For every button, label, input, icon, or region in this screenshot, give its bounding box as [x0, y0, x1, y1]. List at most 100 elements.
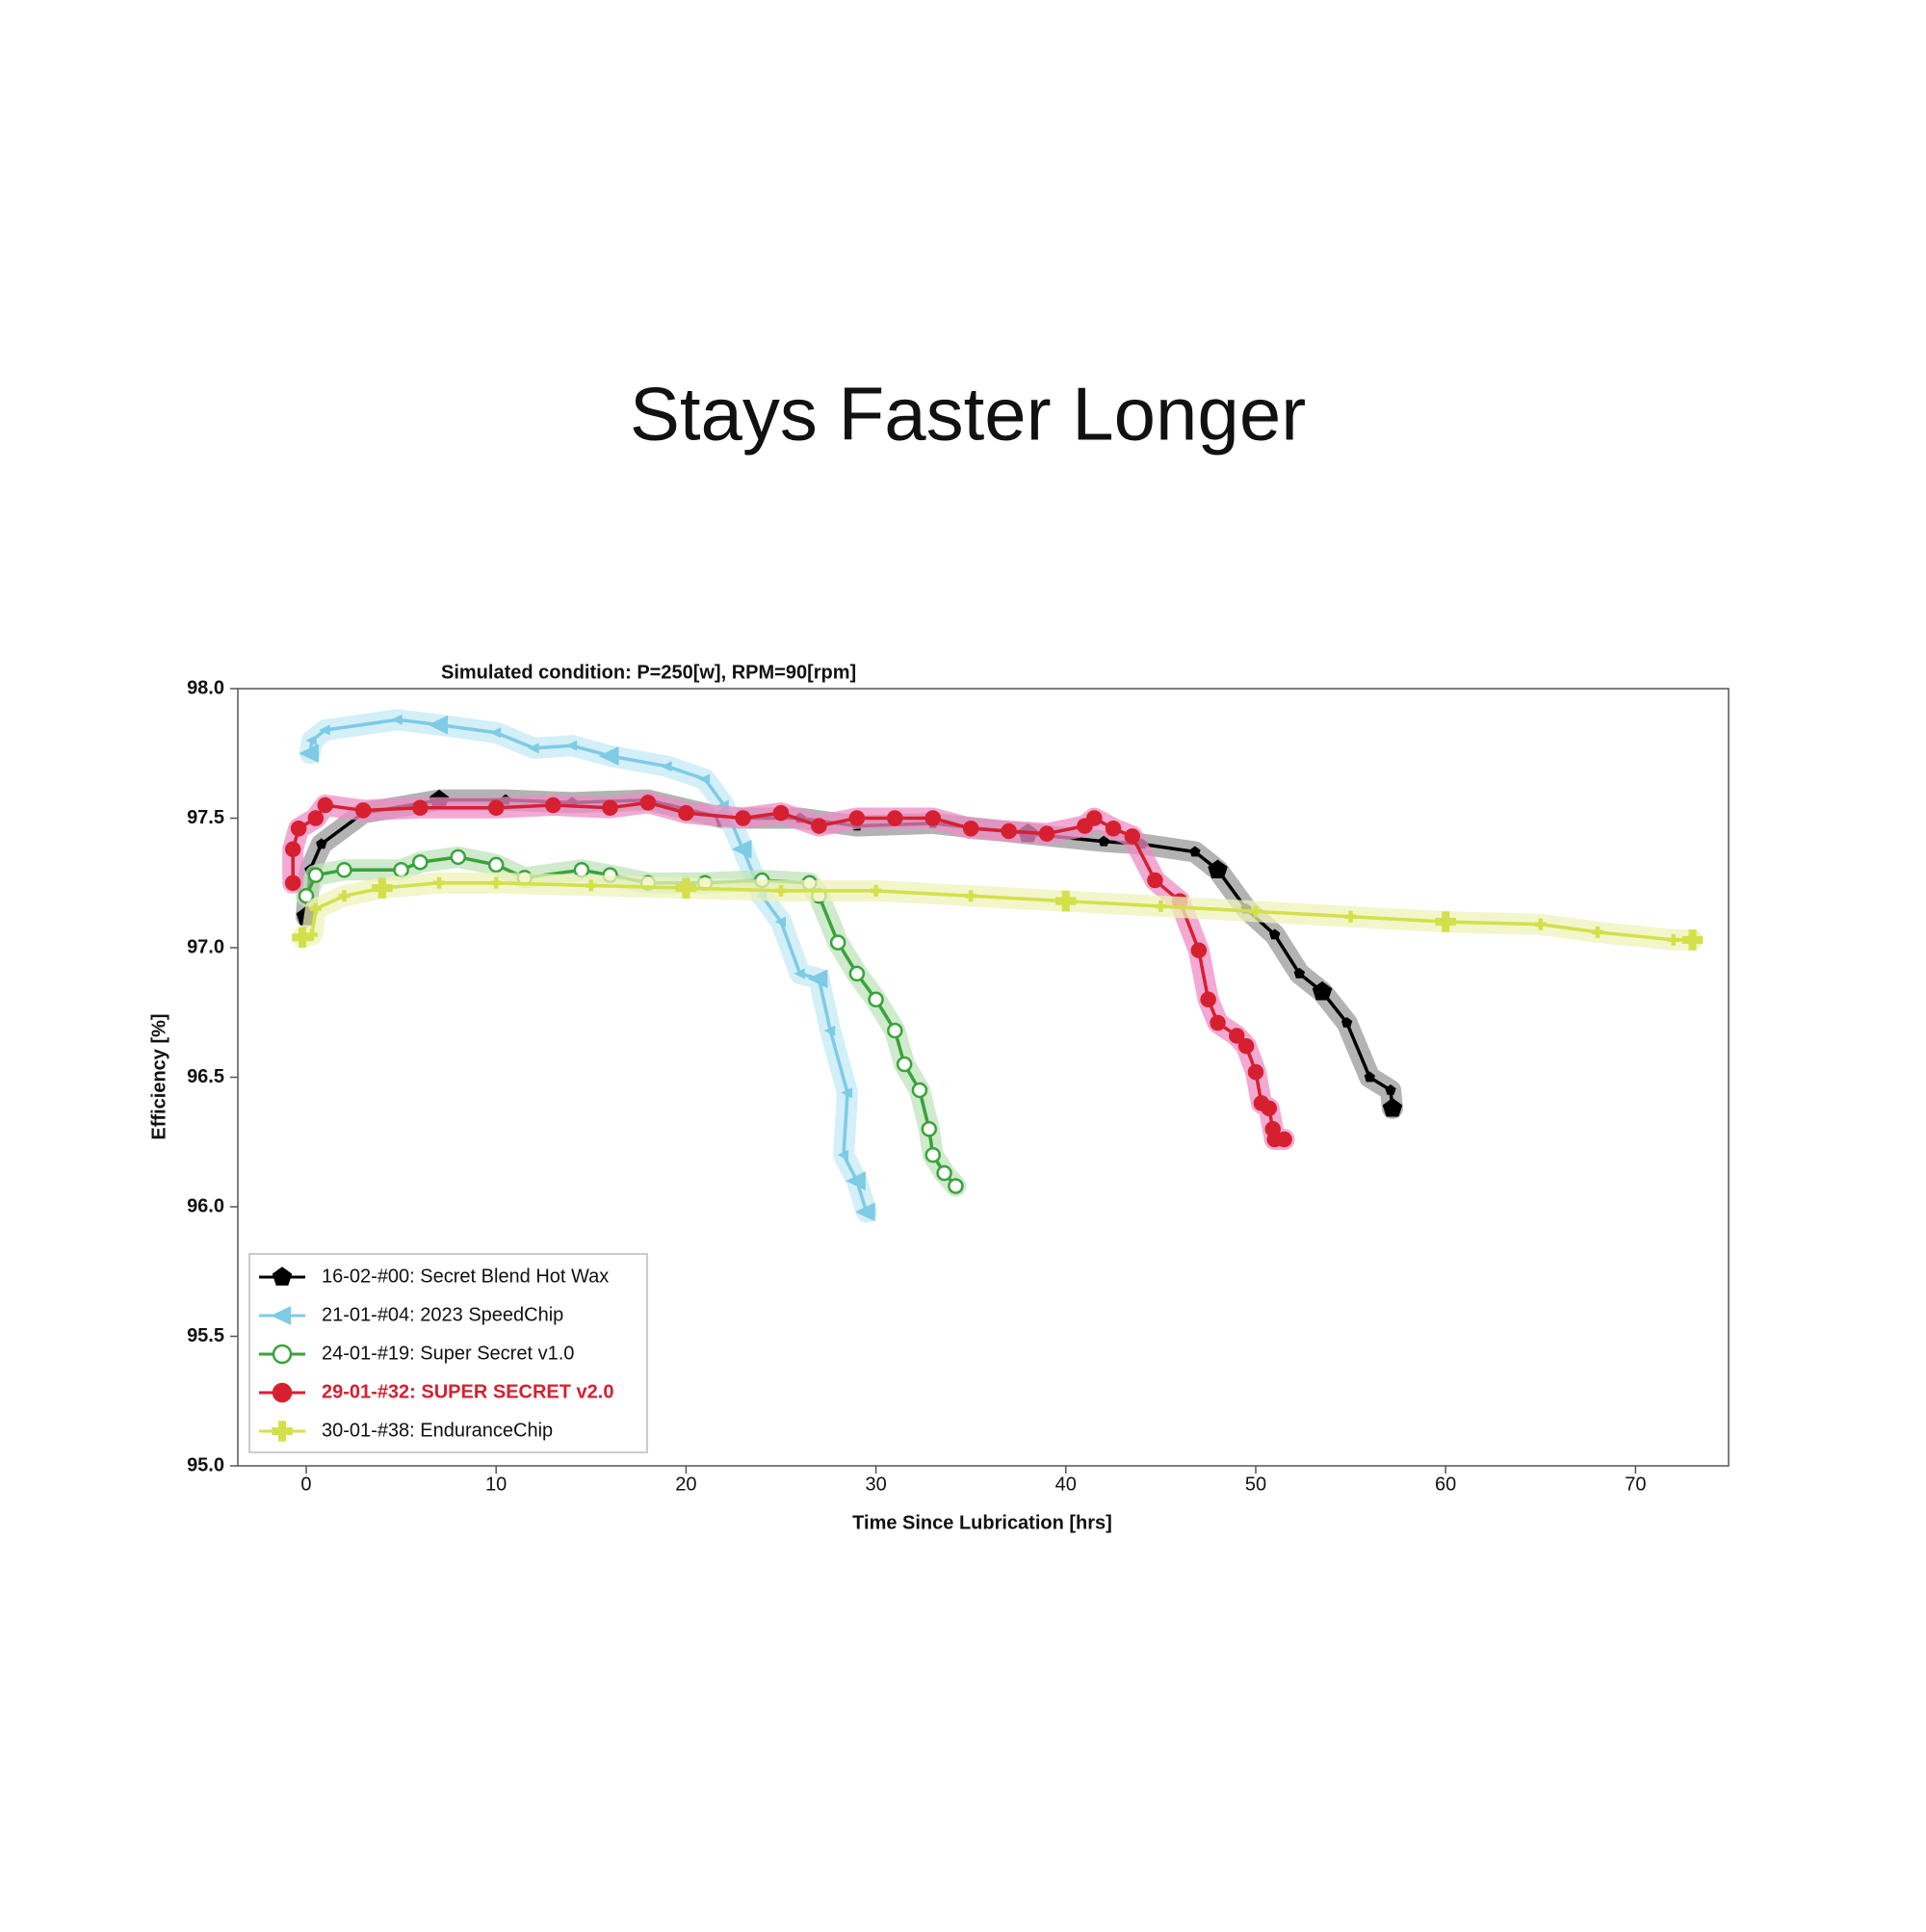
- x-tick-label: 40: [1055, 1474, 1077, 1495]
- x-tick-label: 30: [865, 1474, 886, 1495]
- marker: [1054, 890, 1077, 912]
- marker: [962, 821, 979, 837]
- marker: [1312, 980, 1333, 1001]
- marker: [698, 773, 711, 785]
- marker: [307, 867, 325, 883]
- marker: [829, 934, 846, 951]
- marker: [1385, 1083, 1396, 1095]
- marker: [354, 802, 372, 819]
- marker: [661, 761, 672, 772]
- marker: [841, 1087, 853, 1099]
- series: [299, 709, 877, 1223]
- marker: [284, 875, 301, 891]
- marker: [807, 969, 828, 989]
- marker: [433, 876, 446, 889]
- marker: [887, 810, 903, 826]
- marker: [1200, 991, 1216, 1008]
- y-tick-label: 96.0: [187, 1195, 224, 1216]
- legend-marker: [272, 1344, 293, 1365]
- marker: [1268, 928, 1281, 940]
- legend-label: 30-01-#38: EnduranceChip: [322, 1420, 553, 1441]
- legend-marker: [272, 1382, 293, 1403]
- x-axis-label: Time Since Lubrication [hrs]: [852, 1512, 1112, 1533]
- marker: [292, 927, 313, 949]
- x-tick-label: 70: [1625, 1474, 1646, 1495]
- y-tick-label: 97.0: [187, 936, 224, 957]
- marker: [1364, 1071, 1376, 1083]
- marker: [391, 714, 403, 725]
- marker: [1340, 1017, 1353, 1028]
- x-tick-label: 60: [1435, 1474, 1456, 1495]
- marker: [1189, 846, 1201, 857]
- marker: [1155, 900, 1167, 912]
- marker: [489, 727, 502, 739]
- marker: [675, 877, 697, 899]
- y-tick-label: 95.0: [187, 1454, 224, 1475]
- marker: [598, 746, 619, 766]
- chart-title: Stays Faster Longer: [630, 372, 1306, 457]
- y-tick-label: 96.5: [187, 1066, 224, 1087]
- legend-label: 24-01-#19: Super Secret v1.0: [322, 1343, 574, 1364]
- marker: [316, 838, 327, 849]
- marker: [896, 1056, 913, 1073]
- marker: [936, 1164, 952, 1182]
- marker: [305, 928, 318, 941]
- marker: [1293, 967, 1306, 979]
- marker: [1591, 926, 1603, 938]
- marker: [855, 1202, 875, 1222]
- marker: [948, 1178, 964, 1194]
- marker: [848, 965, 866, 982]
- x-tick-label: 50: [1245, 1474, 1266, 1495]
- marker: [887, 1022, 903, 1039]
- series-line: [304, 855, 957, 1188]
- series-line: [308, 718, 869, 1213]
- marker: [1435, 911, 1456, 932]
- marker: [545, 796, 561, 814]
- marker: [585, 879, 597, 892]
- series-glow: [295, 846, 967, 1197]
- marker: [487, 799, 505, 816]
- marker: [911, 1082, 928, 1099]
- legend-marker: [272, 1421, 293, 1442]
- marker: [811, 818, 827, 834]
- marker: [1276, 1131, 1292, 1148]
- marker: [412, 853, 429, 871]
- y-axis-label: Efficiency [%]: [148, 1013, 169, 1139]
- marker: [921, 1121, 938, 1137]
- series-glow: [292, 872, 1704, 951]
- marker: [870, 884, 882, 897]
- marker: [837, 1149, 849, 1161]
- marker: [428, 715, 449, 735]
- marker: [868, 991, 884, 1008]
- marker: [1208, 859, 1228, 879]
- series: [282, 792, 1295, 1151]
- marker: [1247, 1063, 1264, 1081]
- marker: [393, 862, 409, 878]
- marker: [490, 876, 503, 889]
- legend-label: 21-01-#04: 2023 SpeedChip: [322, 1304, 563, 1325]
- marker: [1534, 918, 1547, 930]
- x-tick-label: 10: [485, 1474, 507, 1495]
- marker: [305, 735, 317, 746]
- marker: [774, 884, 787, 897]
- marker: [1249, 905, 1262, 918]
- marker: [319, 724, 330, 736]
- marker: [924, 810, 941, 826]
- marker: [290, 821, 307, 837]
- marker: [412, 799, 429, 816]
- series: [295, 846, 967, 1197]
- marker: [1190, 942, 1208, 958]
- marker: [1344, 910, 1357, 923]
- marker: [298, 887, 315, 904]
- marker: [848, 810, 866, 826]
- marker: [965, 890, 977, 902]
- x-tick-label: 0: [300, 1474, 311, 1495]
- marker: [1086, 810, 1103, 826]
- marker: [774, 916, 786, 927]
- marker: [639, 795, 657, 811]
- marker: [284, 841, 301, 858]
- marker: [1210, 1014, 1226, 1031]
- marker: [794, 968, 805, 979]
